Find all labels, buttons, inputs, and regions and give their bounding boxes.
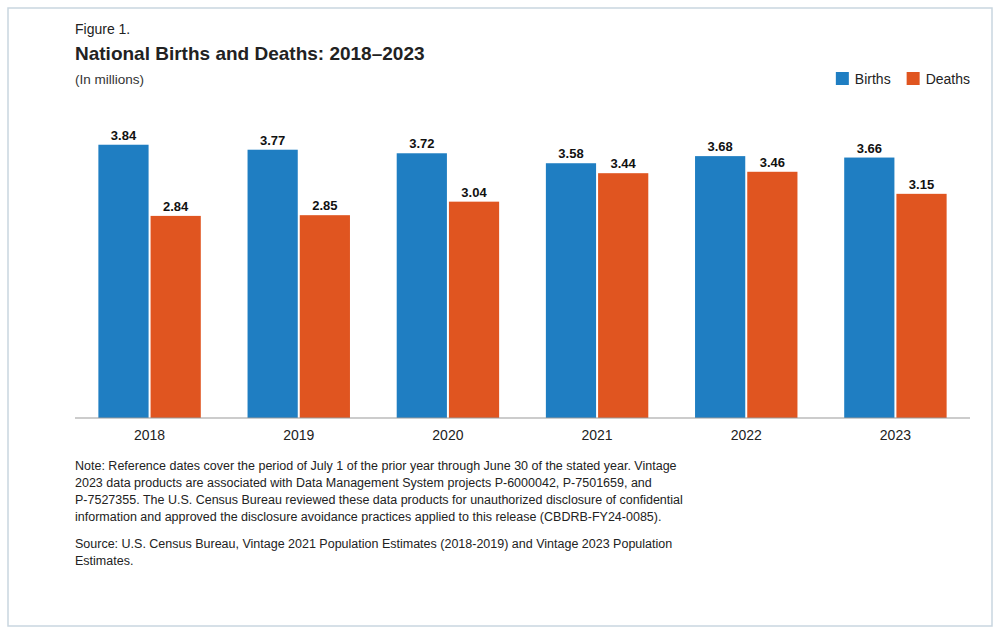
data-labels: 3.84 3.77 3.72 3.58 3.68 3.66 2.84 2.85 3.04 3.44… bbox=[111, 128, 934, 214]
bar bbox=[844, 158, 894, 418]
bar bbox=[747, 172, 797, 418]
bar bbox=[248, 150, 298, 418]
text-line: Estimates. bbox=[75, 554, 133, 568]
x-tick-label: 2019 bbox=[283, 427, 314, 443]
bar bbox=[98, 145, 148, 418]
bar bbox=[546, 163, 596, 418]
bar bbox=[151, 216, 201, 418]
bar bbox=[695, 156, 745, 418]
data-label: 3.15 bbox=[909, 177, 934, 192]
title: National Births and Deaths: 2018–2023 bbox=[75, 43, 425, 64]
data-label: 2.84 bbox=[163, 199, 189, 214]
background bbox=[0, 0, 1000, 634]
legend-swatch bbox=[836, 72, 849, 85]
bar bbox=[598, 173, 648, 418]
data-label: 3.04 bbox=[461, 185, 487, 200]
chart-svg: Figure 1. National Births and Deaths: 201… bbox=[0, 0, 1000, 634]
x-tick-labels: 2018 2019 2020 2021 2022 2023 bbox=[134, 427, 911, 443]
subtitle: (In millions) bbox=[75, 72, 144, 87]
text-line: Source: U.S. Census Bureau, Vintage 2021… bbox=[75, 537, 672, 551]
data-label: 3.77 bbox=[260, 133, 285, 148]
text-line: P-7527355. The U.S. Census Bureau review… bbox=[75, 493, 683, 507]
chart-container: Figure 1. National Births and Deaths: 201… bbox=[0, 0, 1000, 634]
text-line: information and approved the disclosure … bbox=[75, 510, 661, 524]
data-label: 3.44 bbox=[611, 156, 637, 171]
bar bbox=[449, 202, 499, 418]
x-tick-label: 2023 bbox=[880, 427, 911, 443]
figure-label: Figure 1. bbox=[75, 21, 130, 37]
data-label: 3.46 bbox=[760, 155, 785, 170]
bars bbox=[98, 145, 946, 418]
x-tick-label: 2018 bbox=[134, 427, 165, 443]
x-tick-label: 2022 bbox=[731, 427, 762, 443]
x-tick-label: 2021 bbox=[582, 427, 613, 443]
bar bbox=[896, 194, 946, 418]
data-label: 3.68 bbox=[707, 139, 732, 154]
x-tick-label: 2020 bbox=[432, 427, 463, 443]
legend-swatch bbox=[907, 72, 920, 85]
data-label: 3.58 bbox=[558, 146, 583, 161]
data-label: 3.66 bbox=[857, 141, 882, 156]
legend: Deaths Births bbox=[836, 71, 970, 87]
data-label: 3.72 bbox=[409, 136, 434, 151]
note: Note: Reference dates cover the period o… bbox=[75, 459, 683, 524]
legend-label: Deaths bbox=[926, 71, 970, 87]
legend-label: Births bbox=[855, 71, 891, 87]
bar bbox=[300, 215, 350, 418]
x-axis-line bbox=[75, 418, 970, 419]
data-label: 2.85 bbox=[312, 198, 337, 213]
data-label: 3.84 bbox=[111, 128, 137, 143]
bar bbox=[397, 153, 447, 418]
frame-border bbox=[8, 8, 992, 626]
text-line: 2023 data products are associated with D… bbox=[75, 476, 652, 490]
note: Source: U.S. Census Bureau, Vintage 2021… bbox=[75, 537, 672, 568]
text-line: Note: Reference dates cover the period o… bbox=[75, 459, 677, 473]
